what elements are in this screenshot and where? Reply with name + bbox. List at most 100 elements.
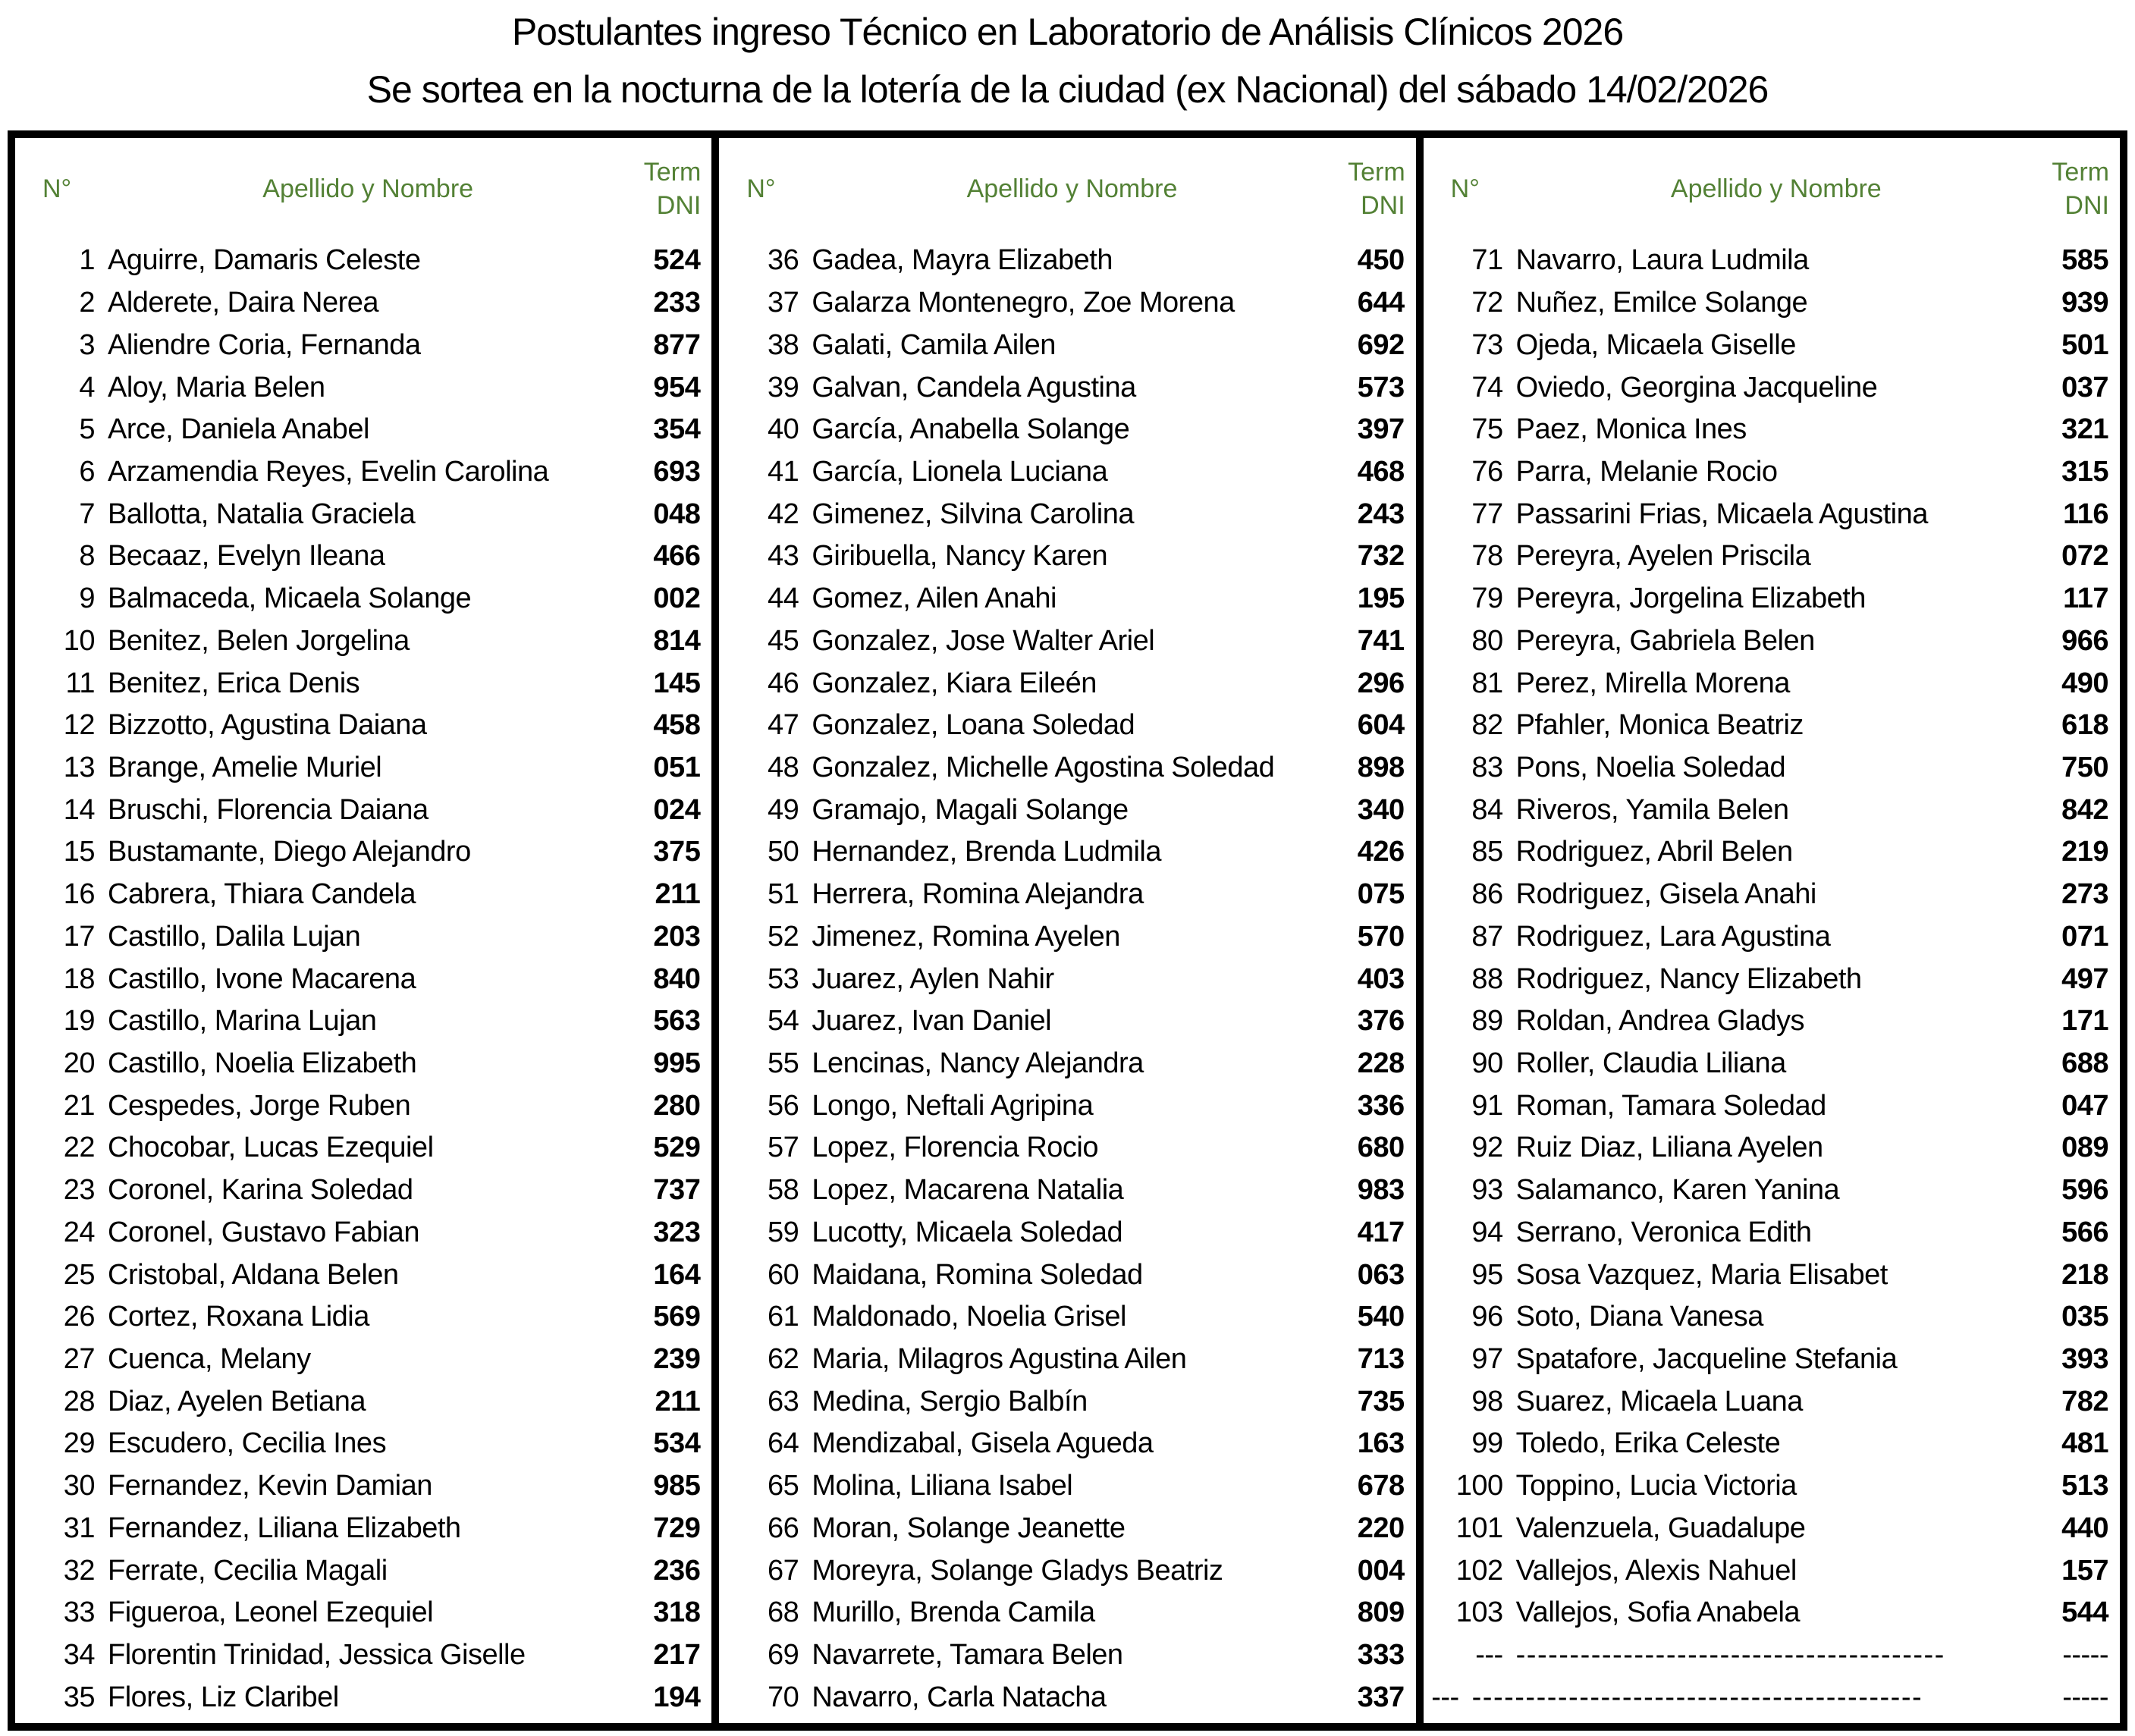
row-applicant-name: Benitez, Belen Jorgelina xyxy=(108,624,410,657)
row-number: 32 xyxy=(63,1554,96,1587)
row-applicant-name: Pereyra, Ayelen Priscila xyxy=(1515,540,1811,573)
row-applicant-name: Juarez, Ivan Daniel xyxy=(812,1005,1052,1038)
row-dni-terminal: 573 xyxy=(1357,371,1405,403)
row-applicant-name: Bruschi, Florencia Daiana xyxy=(108,793,429,826)
table-rows-panel-1: 1 Aguirre, Damaris Celeste 524 2 Alderete, D… xyxy=(15,240,711,1723)
table-rows-panel-2: 36 Gadea, Mayra Elizabeth 450 37 Galarza Mon… xyxy=(719,240,1415,1723)
row-number: 9 xyxy=(79,582,95,615)
row-number: 55 xyxy=(768,1047,799,1080)
row-dni-terminal: 072 xyxy=(2061,540,2108,573)
table-row: 74 Oviedo, Georgina Jacqueline 037 xyxy=(1424,366,2120,409)
row-applicant-name: Moreyra, Solange Gladys Beatriz xyxy=(812,1554,1223,1587)
table-row: 99 Toledo, Erika Celeste 481 xyxy=(1424,1423,2120,1465)
row-applicant-name: Serrano, Veronica Edith xyxy=(1515,1216,1812,1248)
table-row: 100 Toppino, Lucia Victoria 513 xyxy=(1424,1465,2120,1508)
row-applicant-name: Arce, Daniela Anabel xyxy=(108,413,369,446)
row-dni-terminal: 732 xyxy=(1357,540,1405,573)
table-row: 10 Benitez, Belen Jorgelina 814 xyxy=(15,620,711,662)
row-number: 52 xyxy=(768,920,799,953)
row-dni-terminal: 075 xyxy=(1357,878,1405,911)
row-number: 74 xyxy=(1471,371,1503,403)
row-dni-terminal: 219 xyxy=(2061,836,2108,868)
row-applicant-name: Castillo, Ivone Macarena xyxy=(108,962,416,995)
table-row: 98 Suarez, Micaela Luana 782 xyxy=(1424,1380,2120,1423)
row-dni-terminal: 678 xyxy=(1357,1470,1405,1502)
table-row: 87 Rodriguez, Lara Agustina 071 xyxy=(1424,916,2120,959)
table-row-placeholder: --- -------------------------------------… xyxy=(1424,1634,2120,1677)
row-applicant-name: Figueroa, Leonel Ezequiel xyxy=(108,1596,434,1629)
row-applicant-name: Giribuella, Nancy Karen xyxy=(812,540,1108,573)
column-header-dni: Term DNI xyxy=(602,155,711,222)
row-dni-terminal: 321 xyxy=(2061,413,2108,446)
row-applicant-name: Bustamante, Diego Alejandro xyxy=(108,836,471,868)
row-dni-terminal: 236 xyxy=(653,1554,701,1587)
row-number: 87 xyxy=(1471,920,1503,953)
column-header-dni-line1: Term xyxy=(2052,158,2109,187)
table-row: 85 Rodriguez, Abril Belen 219 xyxy=(1424,831,2120,874)
table-row: 72 Nuñez, Emilce Solange 939 xyxy=(1424,282,2120,325)
column-header-name: Apellido y Nombre xyxy=(1670,174,1882,203)
row-applicant-name: García, Anabella Solange xyxy=(812,413,1130,446)
row-number: 48 xyxy=(768,751,799,783)
row-number: 75 xyxy=(1471,413,1503,446)
row-dni-terminal: 604 xyxy=(1357,709,1405,742)
row-dni-terminal: ----- xyxy=(2062,1639,2108,1672)
table-row: 92 Ruiz Diaz, Liliana Ayelen 089 xyxy=(1424,1127,2120,1169)
table-row: 82 Pfahler, Monica Beatriz 618 xyxy=(1424,705,2120,747)
row-dni-terminal: 877 xyxy=(653,328,701,361)
row-dni-terminal: 163 xyxy=(1357,1427,1405,1460)
table-row: 88 Rodriguez, Nancy Elizabeth 497 xyxy=(1424,958,2120,1000)
table-header: N° Apellido y Nombre Term DNI xyxy=(15,138,711,240)
table-row: 9 Balmaceda, Micaela Solange 002 xyxy=(15,578,711,620)
row-number: 102 xyxy=(1455,1554,1503,1587)
row-dni-terminal: 898 xyxy=(1357,751,1405,783)
column-header-dni-line2: DNI xyxy=(1361,191,1405,220)
row-dni-terminal: 203 xyxy=(653,920,701,953)
row-dni-terminal: 985 xyxy=(653,1470,701,1502)
column-header-dni-line1: Term xyxy=(643,158,702,187)
row-dni-terminal: 340 xyxy=(1357,793,1405,826)
row-dni-terminal: 566 xyxy=(2061,1216,2108,1248)
row-number: 95 xyxy=(1471,1258,1503,1291)
row-dni-terminal: 211 xyxy=(655,1385,701,1417)
table-row: 7 Ballotta, Natalia Graciela 048 xyxy=(15,493,711,535)
table-row: 69 Navarrete, Tamara Belen 333 xyxy=(719,1634,1415,1677)
column-header-dni: Term DNI xyxy=(2011,155,2120,222)
row-number: 85 xyxy=(1471,836,1503,868)
row-applicant-name: Perez, Mirella Morena xyxy=(1515,667,1791,699)
table-row: 102 Vallejos, Alexis Nahuel 157 xyxy=(1424,1549,2120,1592)
row-dni-terminal: 497 xyxy=(2061,962,2108,995)
table-row: 54 Juarez, Ivan Daniel 376 xyxy=(719,1000,1415,1043)
table-row: 51 Herrera, Romina Alejandra 075 xyxy=(719,874,1415,916)
table-row: 79 Pereyra, Jorgelina Elizabeth 117 xyxy=(1424,578,2120,620)
row-applicant-name: Gonzalez, Loana Soledad xyxy=(812,709,1135,742)
column-header-dni: Term DNI xyxy=(1307,155,1416,222)
row-dni-terminal: 939 xyxy=(2061,287,2108,319)
row-number: 41 xyxy=(768,455,799,488)
row-applicant-name: Cespedes, Jorge Ruben xyxy=(108,1089,411,1122)
row-applicant-name: Sosa Vazquez, Maria Elisabet xyxy=(1515,1258,1889,1291)
row-number: 26 xyxy=(63,1301,96,1333)
row-dni-terminal: 534 xyxy=(653,1427,701,1460)
table-row: 53 Juarez, Aylen Nahir 403 xyxy=(719,958,1415,1000)
table-row: 47 Gonzalez, Loana Soledad 604 xyxy=(719,705,1415,747)
table-row: 22 Chocobar, Lucas Ezequiel 529 xyxy=(15,1127,711,1169)
row-applicant-name: Rodriguez, Abril Belen xyxy=(1515,836,1794,868)
row-number: 69 xyxy=(768,1639,799,1672)
table-row: 17 Castillo, Dalila Lujan 203 xyxy=(15,916,711,959)
table-row: 66 Moran, Solange Jeanette 220 xyxy=(719,1508,1415,1550)
row-applicant-name: Lopez, Florencia Rocio xyxy=(812,1132,1098,1164)
row-dni-terminal: 954 xyxy=(653,371,701,403)
table-row: 38 Galati, Camila Ailen 692 xyxy=(719,324,1415,366)
table-row: 6 Arzamendia Reyes, Evelin Carolina 693 xyxy=(15,451,711,494)
row-number: 25 xyxy=(63,1258,96,1291)
row-dni-terminal: 273 xyxy=(2061,878,2108,911)
row-dni-terminal: 296 xyxy=(1357,667,1405,699)
row-number: 16 xyxy=(63,878,96,911)
row-dni-terminal: 490 xyxy=(2061,667,2108,699)
table-row: 86 Rodriguez, Gisela Anahi 273 xyxy=(1424,874,2120,916)
row-number: 15 xyxy=(63,836,96,868)
row-number: --- xyxy=(1475,1639,1503,1672)
row-applicant-name: Passarini Frias, Micaela Agustina xyxy=(1515,498,1929,530)
